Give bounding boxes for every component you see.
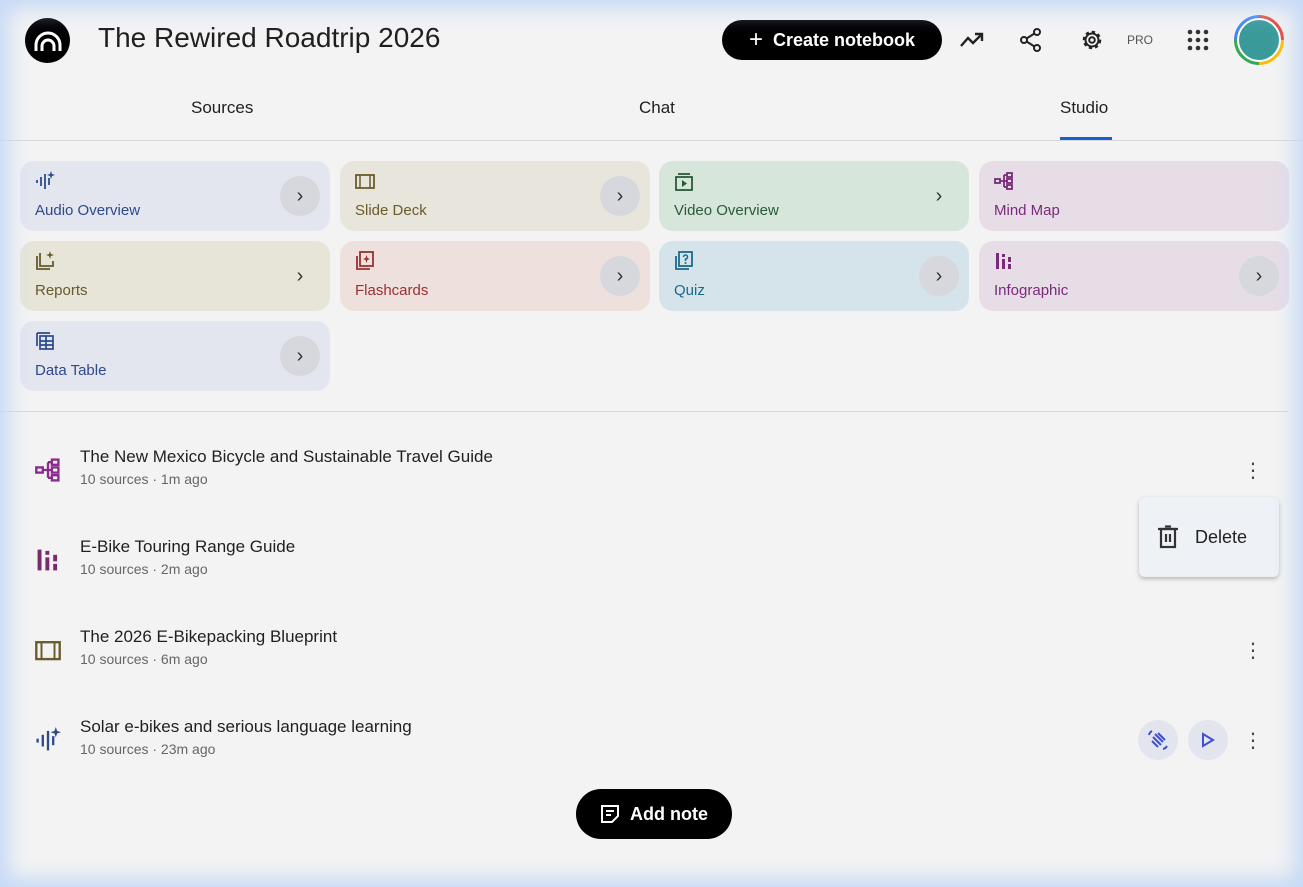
studio-card-slide-deck[interactable]: Slide Deck › (340, 161, 650, 231)
studio-card-label: Flashcards (355, 282, 429, 299)
chevron-right-icon[interactable]: › (919, 256, 959, 296)
note-list-item[interactable]: E-Bike Touring Range Guide 10 sources · … (30, 535, 1280, 585)
studio-card-mind-map[interactable]: Mind Map (979, 161, 1289, 231)
create-notebook-button[interactable]: + Create notebook (722, 20, 942, 60)
studio-card-infographic[interactable]: Infographic › (979, 241, 1289, 311)
audio-waveform-sparkle-icon (35, 171, 55, 191)
settings-gear-icon[interactable] (1078, 26, 1106, 54)
studio-card-label: Slide Deck (355, 202, 427, 219)
slides-icon (35, 637, 71, 671)
studio-card-data-table[interactable]: Data Table › (20, 321, 330, 391)
context-menu: Delete (1139, 497, 1279, 577)
plus-icon: + (748, 26, 763, 53)
studio-card-label: Video Overview (674, 202, 779, 219)
logo-icon (34, 31, 61, 51)
add-note-label: Add note (630, 803, 708, 824)
tab-divider (0, 140, 1303, 141)
note-meta: 10 sources · 1m ago (80, 471, 208, 487)
tab-studio[interactable]: Studio (1060, 98, 1109, 117)
mind-map-icon (994, 171, 1014, 191)
studio-card-flashcards[interactable]: Flashcards › (340, 241, 650, 311)
create-notebook-label: Create notebook (772, 29, 916, 50)
pro-badge: PRO (1127, 33, 1154, 47)
studio-card-quiz[interactable]: Quiz › (659, 241, 969, 311)
studio-card-audio-overview[interactable]: Audio Overview › (20, 161, 330, 231)
note-title: The 2026 E-Bikepacking Blueprint (80, 627, 338, 646)
studio-card-label: Audio Overview (35, 202, 141, 219)
app-logo[interactable] (25, 18, 70, 63)
note-list-item[interactable]: Solar e-bikes and serious language learn… (30, 715, 1280, 765)
studio-card-label: Reports (35, 282, 88, 299)
apps-grid-icon[interactable] (1184, 26, 1212, 54)
more-options-icon[interactable]: ⋮ (1243, 639, 1263, 662)
studio-card-label: Mind Map (994, 202, 1060, 219)
slides-icon (355, 171, 375, 191)
studio-card-video-overview[interactable]: Video Overview › (659, 161, 969, 231)
studio-card-label: Infographic (994, 282, 1069, 299)
note-list-item[interactable]: The 2026 E-Bikepacking Blueprint 10 sour… (30, 625, 1280, 675)
studio-card-reports[interactable]: Reports › (20, 241, 330, 311)
analytics-trending-icon[interactable] (958, 26, 986, 54)
active-tab-indicator (1060, 137, 1112, 140)
chevron-right-icon[interactable]: › (600, 176, 640, 216)
reports-icon (35, 251, 55, 271)
note-title: The New Mexico Bicycle and Sustainable T… (80, 447, 493, 466)
more-options-icon[interactable]: ⋮ (1243, 729, 1263, 752)
quiz-icon (674, 251, 694, 271)
play-icon[interactable] (1188, 720, 1228, 760)
data-table-icon (35, 331, 55, 351)
video-icon (674, 171, 694, 191)
share-icon[interactable] (1017, 26, 1045, 54)
audio-waveform-sparkle-icon (35, 727, 71, 761)
studio-card-label: Quiz (674, 282, 705, 299)
note-meta: 10 sources · 6m ago (80, 651, 208, 667)
infographic-icon (35, 547, 71, 581)
notebook-title[interactable]: The Rewired Roadtrip 2026 (98, 22, 441, 53)
note-icon (601, 805, 619, 823)
interactive-mode-hand-icon[interactable] (1138, 720, 1178, 760)
flashcards-icon (355, 251, 375, 271)
studio-card-label: Data Table (35, 362, 107, 379)
note-title: E-Bike Touring Range Guide (80, 537, 296, 556)
note-meta: 10 sources · 2m ago (80, 561, 208, 577)
delete-menu-item[interactable]: Delete (1195, 526, 1248, 547)
more-options-icon[interactable]: ⋮ (1243, 459, 1263, 482)
note-title: Solar e-bikes and serious language learn… (80, 717, 412, 736)
section-divider (0, 411, 1288, 412)
chevron-right-icon[interactable]: › (296, 264, 304, 287)
chevron-right-icon[interactable]: › (1239, 256, 1279, 296)
tab-chat[interactable]: Chat (639, 98, 675, 117)
add-note-button[interactable]: Add note (576, 789, 732, 839)
mind-map-icon (35, 457, 71, 491)
chevron-right-icon[interactable]: › (935, 184, 943, 207)
tab-sources[interactable]: Sources (191, 98, 254, 117)
note-list-item[interactable]: The New Mexico Bicycle and Sustainable T… (30, 445, 1280, 495)
chevron-right-icon[interactable]: › (280, 336, 320, 376)
note-meta: 10 sources · 23m ago (80, 741, 216, 757)
infographic-icon (994, 251, 1014, 271)
trash-icon (1158, 525, 1178, 549)
chevron-right-icon[interactable]: › (600, 256, 640, 296)
user-avatar[interactable] (1234, 15, 1284, 65)
chevron-right-icon[interactable]: › (280, 176, 320, 216)
